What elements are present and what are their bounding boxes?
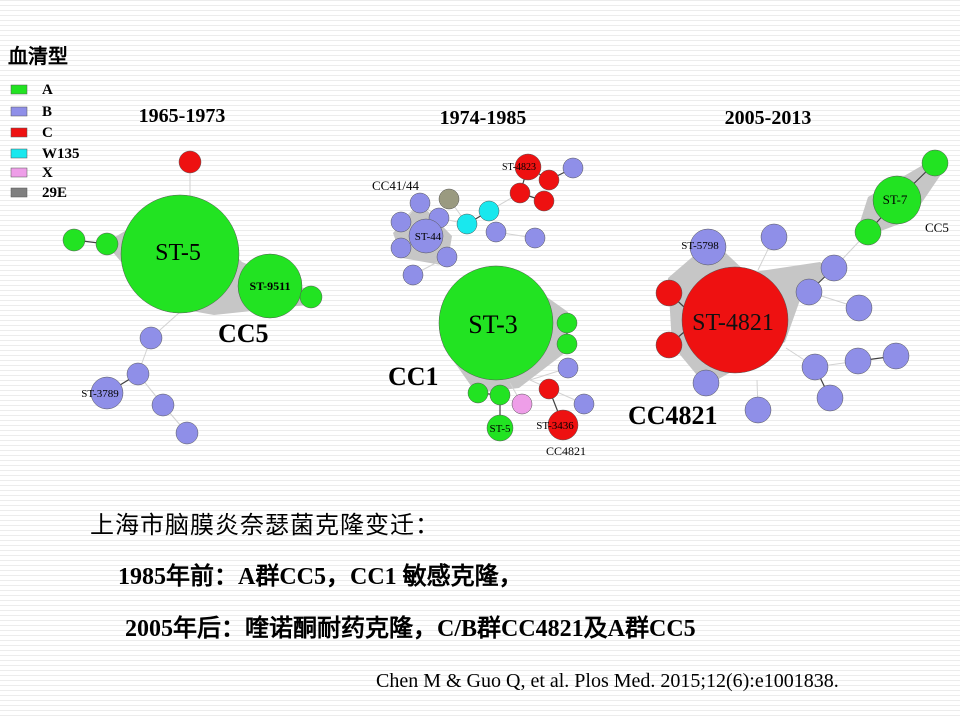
citation: Chen M & Guo Q, et al. Plos Med. 2015;12…: [376, 670, 839, 692]
node-st3436: [547, 409, 579, 441]
node-a: [95, 232, 119, 256]
summary-point-after-2005: 2005年后：喹诺酮耐药克隆，C/B群CC4821及A群CC5: [125, 616, 696, 642]
cluster-label-cc4144: CC41/44: [372, 178, 419, 193]
slide-title: 血清型: [8, 46, 68, 68]
cluster-label-cc1: CC1: [388, 362, 439, 391]
node-a: [556, 333, 578, 355]
node-w135: [478, 200, 500, 222]
node-b: [820, 254, 848, 282]
node-c: [655, 279, 683, 307]
cluster-label-cc4821-small: CC4821: [546, 444, 586, 458]
legend-label-b: B: [42, 104, 52, 120]
node-label-st44: ST-44: [415, 231, 442, 243]
node-a: [467, 382, 489, 404]
summary-point-before-1985: 1985年前：A群CC5，CC1 敏感克隆，: [118, 564, 523, 590]
legend-label-x: X: [42, 165, 53, 181]
period-title-1974-1985: 1974-1985: [440, 107, 527, 129]
node-label-st5b: ST-5: [490, 423, 511, 435]
node-b: [801, 353, 829, 381]
legend-label-c: C: [42, 125, 53, 141]
node-b: [882, 342, 910, 370]
node-label-st3436: ST-3436: [536, 420, 574, 432]
node-b: [175, 421, 199, 445]
node-b: [436, 246, 458, 268]
node-c: [178, 150, 202, 174]
node-b: [557, 357, 579, 379]
node-c: [655, 331, 683, 359]
node-c: [538, 169, 560, 191]
node-a: [62, 228, 86, 252]
node-c: [538, 378, 560, 400]
mlst-network-diagram: A B C W135 X 29E 1965-1973 1974-1985 200…: [10, 82, 949, 458]
legend-swatch-a: [10, 84, 28, 95]
node-st4821: [681, 266, 789, 374]
node-b: [485, 221, 507, 243]
node-label-st3789: ST-3789: [81, 388, 119, 400]
summary-heading: 上海市脑膜炎奈瑟菌克隆变迁：: [90, 513, 440, 539]
node-st4823: [514, 153, 542, 181]
node-b: [845, 294, 873, 322]
node-c: [509, 182, 531, 204]
node-b: [126, 362, 150, 386]
node-b: [390, 237, 412, 259]
legend-swatch-w135: [10, 148, 28, 159]
legend-swatch-x: [10, 167, 28, 178]
node-a: [854, 218, 882, 246]
period-title-1965-1973: 1965-1973: [139, 105, 226, 127]
node-a: [489, 384, 511, 406]
node-b: [390, 211, 412, 233]
node-label-st7: ST-7: [883, 192, 908, 207]
period-title-2005-2013: 2005-2013: [725, 107, 812, 129]
node-label-st9511: ST-9511: [250, 279, 291, 293]
node-b: [524, 227, 546, 249]
node-label-st5798: ST-5798: [681, 240, 719, 252]
node-x: [511, 393, 533, 415]
node-label-st3: ST-3: [468, 310, 518, 339]
cluster-label-cc4821: CC4821: [628, 401, 718, 430]
node-st7: [872, 175, 922, 225]
node-w135: [456, 213, 478, 235]
node-b: [151, 393, 175, 417]
legend-label-w135: W135: [42, 146, 80, 162]
node-c: [533, 190, 555, 212]
network-1974-1985: ST-3 ST-5 ST-3436 CC4821 ST-44 CC41/44: [372, 153, 595, 458]
legend-label-29e: 29E: [42, 185, 67, 201]
node-b: [139, 326, 163, 350]
node-label-st4821: ST-4821: [692, 310, 774, 336]
node-st3: [438, 265, 554, 381]
node-b: [760, 223, 788, 251]
node-a: [299, 285, 323, 309]
cluster-label-cc5-right: CC5: [925, 220, 949, 235]
legend-label-a: A: [42, 82, 53, 98]
network-1965-1973: ST-5 ST-9511 ST-3789 CC5: [62, 150, 323, 445]
node-st44: [408, 218, 444, 254]
legend: A B C W135 X 29E: [10, 82, 80, 201]
node-b: [562, 157, 584, 179]
node-b: [744, 396, 772, 424]
node-29e: [438, 188, 460, 210]
node-b: [402, 264, 424, 286]
node-label-st5: ST-5: [155, 240, 201, 266]
node-a: [556, 312, 578, 334]
node-st5: [120, 194, 240, 314]
node-b: [795, 278, 823, 306]
node-b: [692, 369, 720, 397]
node-st5798: [689, 228, 727, 266]
network-2005-2013: ST-4821 ST-5798 ST-7 CC5 CC4821: [628, 149, 949, 430]
node-b: [844, 347, 872, 375]
node-st5b: [486, 414, 514, 442]
node-b: [816, 384, 844, 412]
node-st3789: [90, 376, 124, 410]
cluster-label-cc5: CC5: [218, 319, 269, 348]
node-b: [573, 393, 595, 415]
legend-swatch-c: [10, 127, 28, 138]
node-st9511: [237, 253, 303, 319]
legend-swatch-29e: [10, 187, 28, 198]
node-label-st4823: ST-4823: [502, 162, 536, 173]
node-a: [921, 149, 949, 177]
node-b: [409, 192, 431, 214]
legend-swatch-b: [10, 106, 28, 117]
